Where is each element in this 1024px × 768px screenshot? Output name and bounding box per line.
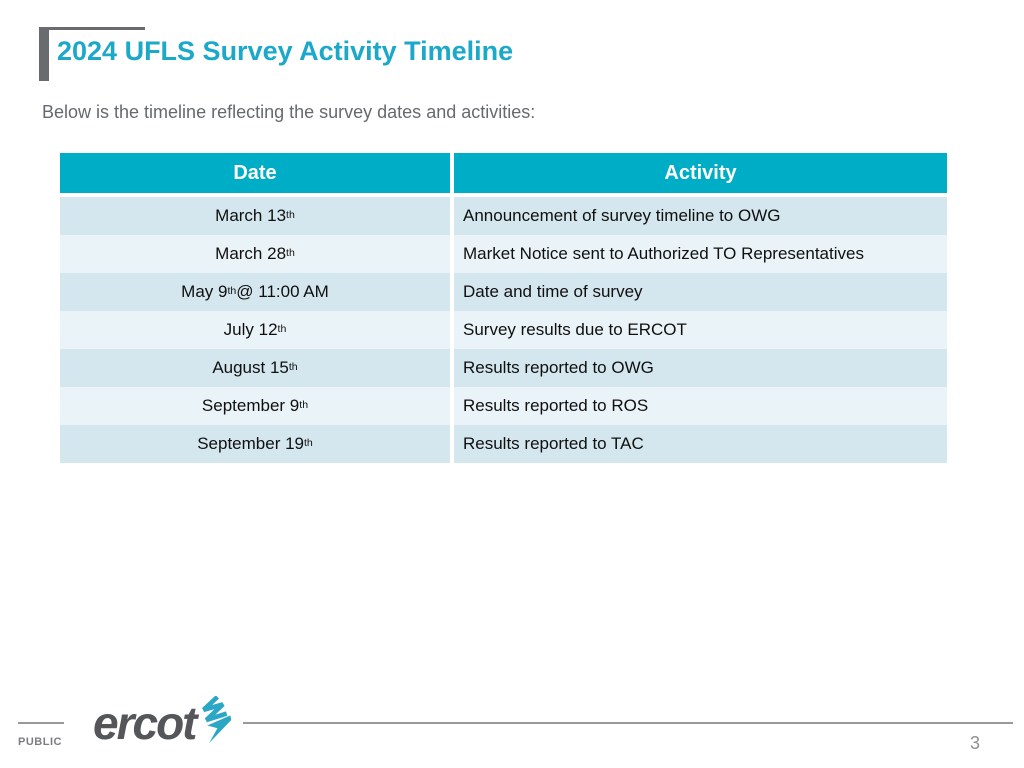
lightning-bolt-icon — [202, 696, 232, 744]
title-accent-bar — [39, 27, 49, 81]
footer-divider-right — [243, 722, 1013, 724]
page-title: 2024 UFLS Survey Activity Timeline — [57, 36, 514, 66]
date-text: September 9 — [201, 396, 300, 415]
title-accent-topline — [39, 27, 145, 30]
slide-subtitle: Below is the timeline reflecting the sur… — [42, 102, 536, 122]
footer-divider-left — [18, 722, 64, 724]
date-text: August 15 — [212, 358, 289, 377]
activity-cell: Announcement of survey timeline to OWG — [454, 197, 947, 235]
table-header-activity: Activity — [454, 153, 947, 193]
activity-text: Date and time of survey — [463, 282, 643, 301]
date-text: May 9 — [181, 282, 228, 301]
activity-cell: Results reported to OWG — [454, 349, 947, 387]
table-header-row: Date Activity — [60, 153, 947, 193]
ercot-logo: ercot — [93, 696, 235, 749]
ercot-logo-text: ercot — [93, 696, 197, 749]
activity-cell: Date and time of survey — [454, 273, 947, 311]
activity-cell: Survey results due to ERCOT — [454, 311, 947, 349]
activity-text: Announcement of survey timeline to OWG — [463, 206, 781, 225]
classification-label: PUBLIC — [18, 736, 62, 748]
activity-text: Market Notice sent to Authorized TO Repr… — [463, 244, 864, 263]
table-header-date: Date — [60, 153, 450, 193]
activity-cell: Market Notice sent to Authorized TO Repr… — [454, 235, 947, 273]
activity-cell: Results reported to TAC — [454, 425, 947, 463]
activity-text: Results reported to OWG — [463, 358, 654, 377]
activity-text: Survey results due to ERCOT — [463, 320, 687, 339]
page-number: 3 — [969, 733, 980, 753]
activity-text: Results reported to ROS — [463, 396, 649, 415]
date-text: March 13 — [215, 206, 287, 225]
activity-cell: Results reported to ROS — [454, 387, 947, 425]
date-text: July 12 — [223, 320, 278, 339]
date-time-text: @ 11:00 AM — [236, 282, 329, 301]
date-text: March 28 — [215, 244, 287, 263]
date-text: September 19 — [197, 434, 304, 453]
activity-text: Results reported to TAC — [463, 434, 644, 453]
